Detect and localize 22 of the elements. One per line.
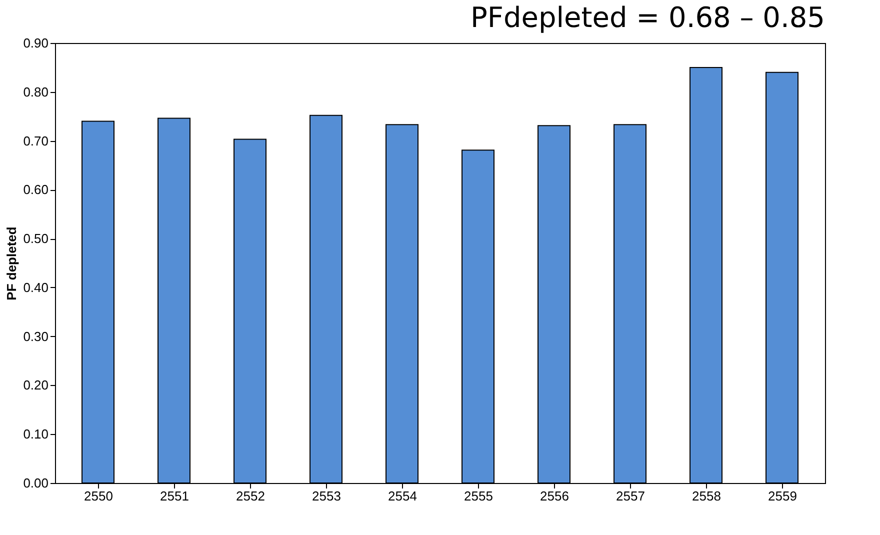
y-tick-label: 0.80: [23, 84, 48, 100]
y-tick-label: 0.70: [23, 133, 48, 148]
x-tick-label: 2552: [236, 488, 265, 504]
x-tick-label: 2556: [540, 488, 569, 504]
y-tick-label: 0.40: [23, 280, 48, 295]
x-tick-label: 2555: [464, 488, 493, 504]
y-tick-label: 0.90: [23, 36, 48, 50]
x-tick-label: 2558: [692, 488, 721, 504]
y-tick-label: 0.30: [23, 328, 48, 344]
y-tick-label: 0.10: [23, 426, 48, 442]
x-tick-label: 2553: [312, 488, 341, 504]
x-tick-label: 2554: [388, 488, 417, 504]
y-tick-label: 0.20: [23, 378, 48, 393]
x-tick-label: 2551: [160, 488, 189, 504]
y-tick-label: 0.60: [23, 182, 48, 198]
y-tick-label: 0.50: [23, 231, 48, 246]
x-tick-label: 2557: [616, 488, 645, 504]
x-tick-label: 2550: [84, 488, 113, 504]
y-tick-label: 0.00: [23, 476, 48, 490]
x-tick-label: 2559: [768, 488, 797, 504]
text: PFdepleted = 0.68 – 0.85: [470, 1, 825, 34]
y-axis-title: PF depleted: [4, 226, 20, 300]
